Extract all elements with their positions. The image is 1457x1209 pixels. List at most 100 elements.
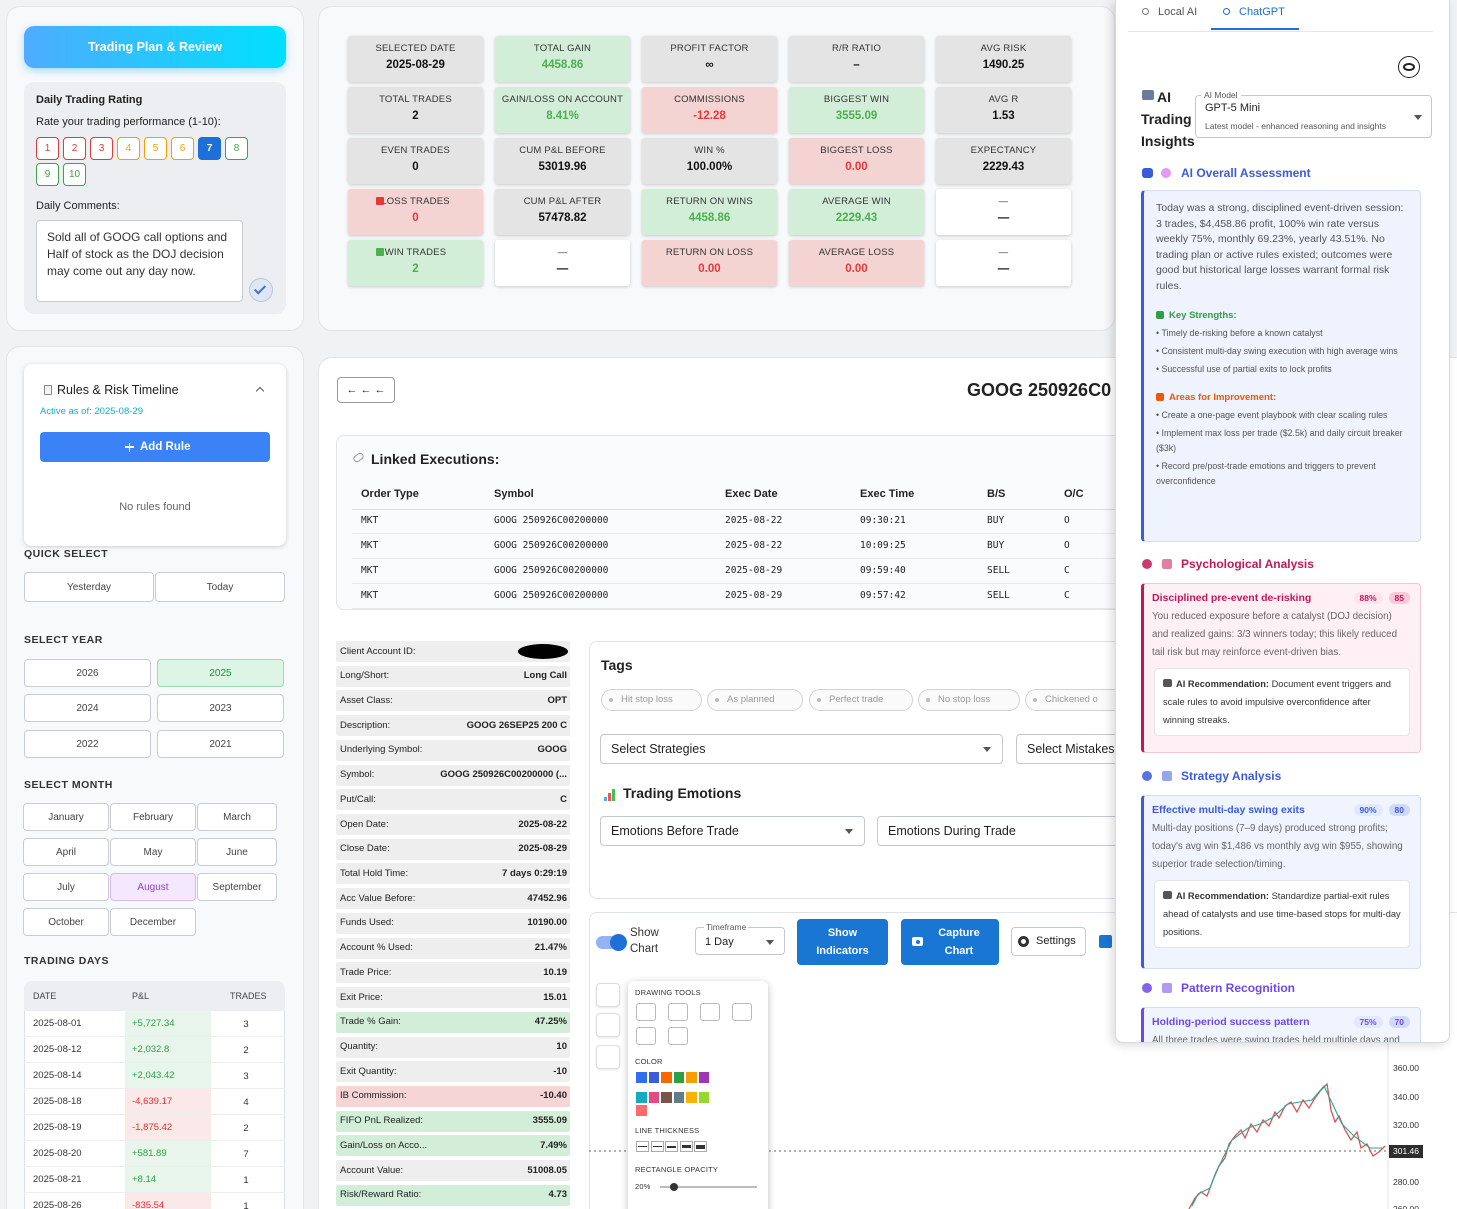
rating-option[interactable]: 5 [144,137,167,160]
pnl-cell-bg [125,1115,211,1141]
tag-chip[interactable] [918,689,1020,711]
day-trades[interactable]: 2 [243,1044,249,1056]
day-trades[interactable]: 3 [243,1018,249,1030]
draw-tool[interactable] [636,1027,656,1045]
stat-value: 0 [412,161,419,173]
year-option[interactable]: 2021 [157,730,284,758]
draw-tool[interactable] [732,1003,752,1021]
thickness-option[interactable] [665,1141,678,1152]
color-swatch[interactable] [648,1072,659,1083]
draw-tool[interactable] [700,1003,720,1021]
color-swatch[interactable] [698,1072,709,1083]
checkbox[interactable] [1099,935,1112,948]
day-trades[interactable]: 4 [243,1096,249,1108]
day-trades[interactable]: 1 [243,1174,249,1186]
thickness-option[interactable] [694,1141,707,1152]
detail-label: IB Commission: [340,1090,407,1102]
trading-days-header [24,981,285,1011]
quick-select-option[interactable]: Today [155,572,285,602]
rating-option[interactable]: 9 [36,163,59,186]
ai-tab[interactable]: Local AI [1158,6,1198,18]
day-trades[interactable]: 3 [243,1070,249,1082]
month-option[interactable]: January [23,803,109,831]
month-option[interactable]: April [23,838,109,866]
rating-option[interactable]: 4 [117,137,140,160]
emotions-before[interactable] [600,816,865,846]
color-swatch[interactable] [636,1105,647,1116]
year-option[interactable]: 2022 [24,730,151,758]
stat-cell [495,36,630,82]
color-swatch[interactable] [661,1072,672,1083]
rating-option[interactable]: 3 [90,137,113,160]
add-rule-label: Add Rule [140,441,191,453]
draw-tool[interactable] [668,1003,688,1021]
thickness-line [681,1145,691,1148]
thickness-option[interactable] [636,1141,649,1152]
comments-box[interactable]: Sold all of GOOG call options and Half o… [36,220,243,302]
color-swatch[interactable] [661,1092,672,1103]
rating-option[interactable]: 8 [225,137,248,160]
month-option[interactable]: February [110,803,196,831]
stat-cell [348,240,483,286]
month-option[interactable]: December [110,908,196,936]
color-swatch[interactable] [673,1092,684,1103]
stat-value: 2 [412,110,419,122]
thickness-option[interactable] [679,1141,693,1152]
dropdown-caret [1414,115,1422,120]
bullet: Consistent multi-day swing execution wit… [1156,344,1408,359]
month-option[interactable]: March [197,803,277,831]
year-option[interactable]: 2024 [24,694,151,722]
color-swatch[interactable] [686,1092,697,1103]
year-option[interactable]: 2025 [157,659,284,687]
color-swatch[interactable] [686,1072,697,1083]
ai-tab[interactable]: ChatGPT [1239,6,1285,18]
analysis-text: You reduced exposure before a catalyst (… [1152,611,1398,658]
rating-option[interactable]: 2 [63,137,86,160]
quick-select-option[interactable]: Yesterday [24,572,154,602]
month-option[interactable]: August [110,873,196,901]
tag-chip-label: As planned [727,694,775,705]
tag-chip[interactable] [601,689,702,711]
add-rule-button[interactable] [40,432,270,462]
strategies-select[interactable] [600,734,1003,764]
back-button[interactable]: ← ← ← [337,377,395,403]
month-option[interactable]: September [197,873,277,901]
day-trades[interactable]: 7 [243,1148,249,1160]
tab-icon [1223,8,1230,15]
detail-row [336,1184,570,1206]
year-option[interactable]: 2026 [24,659,151,687]
thickness-option[interactable] [650,1141,664,1152]
chart-tool[interactable] [596,1013,620,1037]
rating-option[interactable]: 6 [171,137,194,160]
stat-cell [789,240,924,286]
year-option[interactable]: 2023 [157,694,284,722]
model-select[interactable] [1195,95,1432,138]
color-swatch[interactable] [648,1092,659,1103]
chart-tool[interactable] [596,1045,620,1069]
rating-option[interactable]: 7 [198,137,221,160]
tag-chip[interactable] [707,689,803,711]
month-option[interactable]: October [23,908,109,936]
month-option[interactable]: June [197,838,277,866]
color-swatch[interactable] [636,1072,647,1083]
color-swatch[interactable] [698,1092,709,1103]
month-option[interactable]: May [110,838,196,866]
detail-value: 7.49% [540,1139,567,1151]
rating-option[interactable]: 10 [63,163,86,186]
rules-empty[interactable]: No rules found [119,501,191,513]
rating-option[interactable]: 1 [36,137,59,160]
detail-label: Client Account ID: [340,645,416,657]
draw-tool[interactable] [668,1027,688,1045]
draw-tool[interactable] [636,1003,656,1021]
day-trades[interactable]: 1 [243,1200,249,1209]
month-option[interactable]: July [23,873,109,901]
hide-button[interactable] [1398,56,1420,78]
tag-chip[interactable] [809,689,913,711]
color-swatch[interactable] [636,1092,647,1103]
chart-tool[interactable] [596,983,620,1007]
color-swatch[interactable] [673,1072,684,1083]
stat-marker [376,197,384,205]
day-trades[interactable]: 2 [243,1122,249,1134]
plan-button[interactable]: Trading Plan & Review [24,26,286,68]
indicators-button[interactable]: Show Indicators [797,919,888,965]
